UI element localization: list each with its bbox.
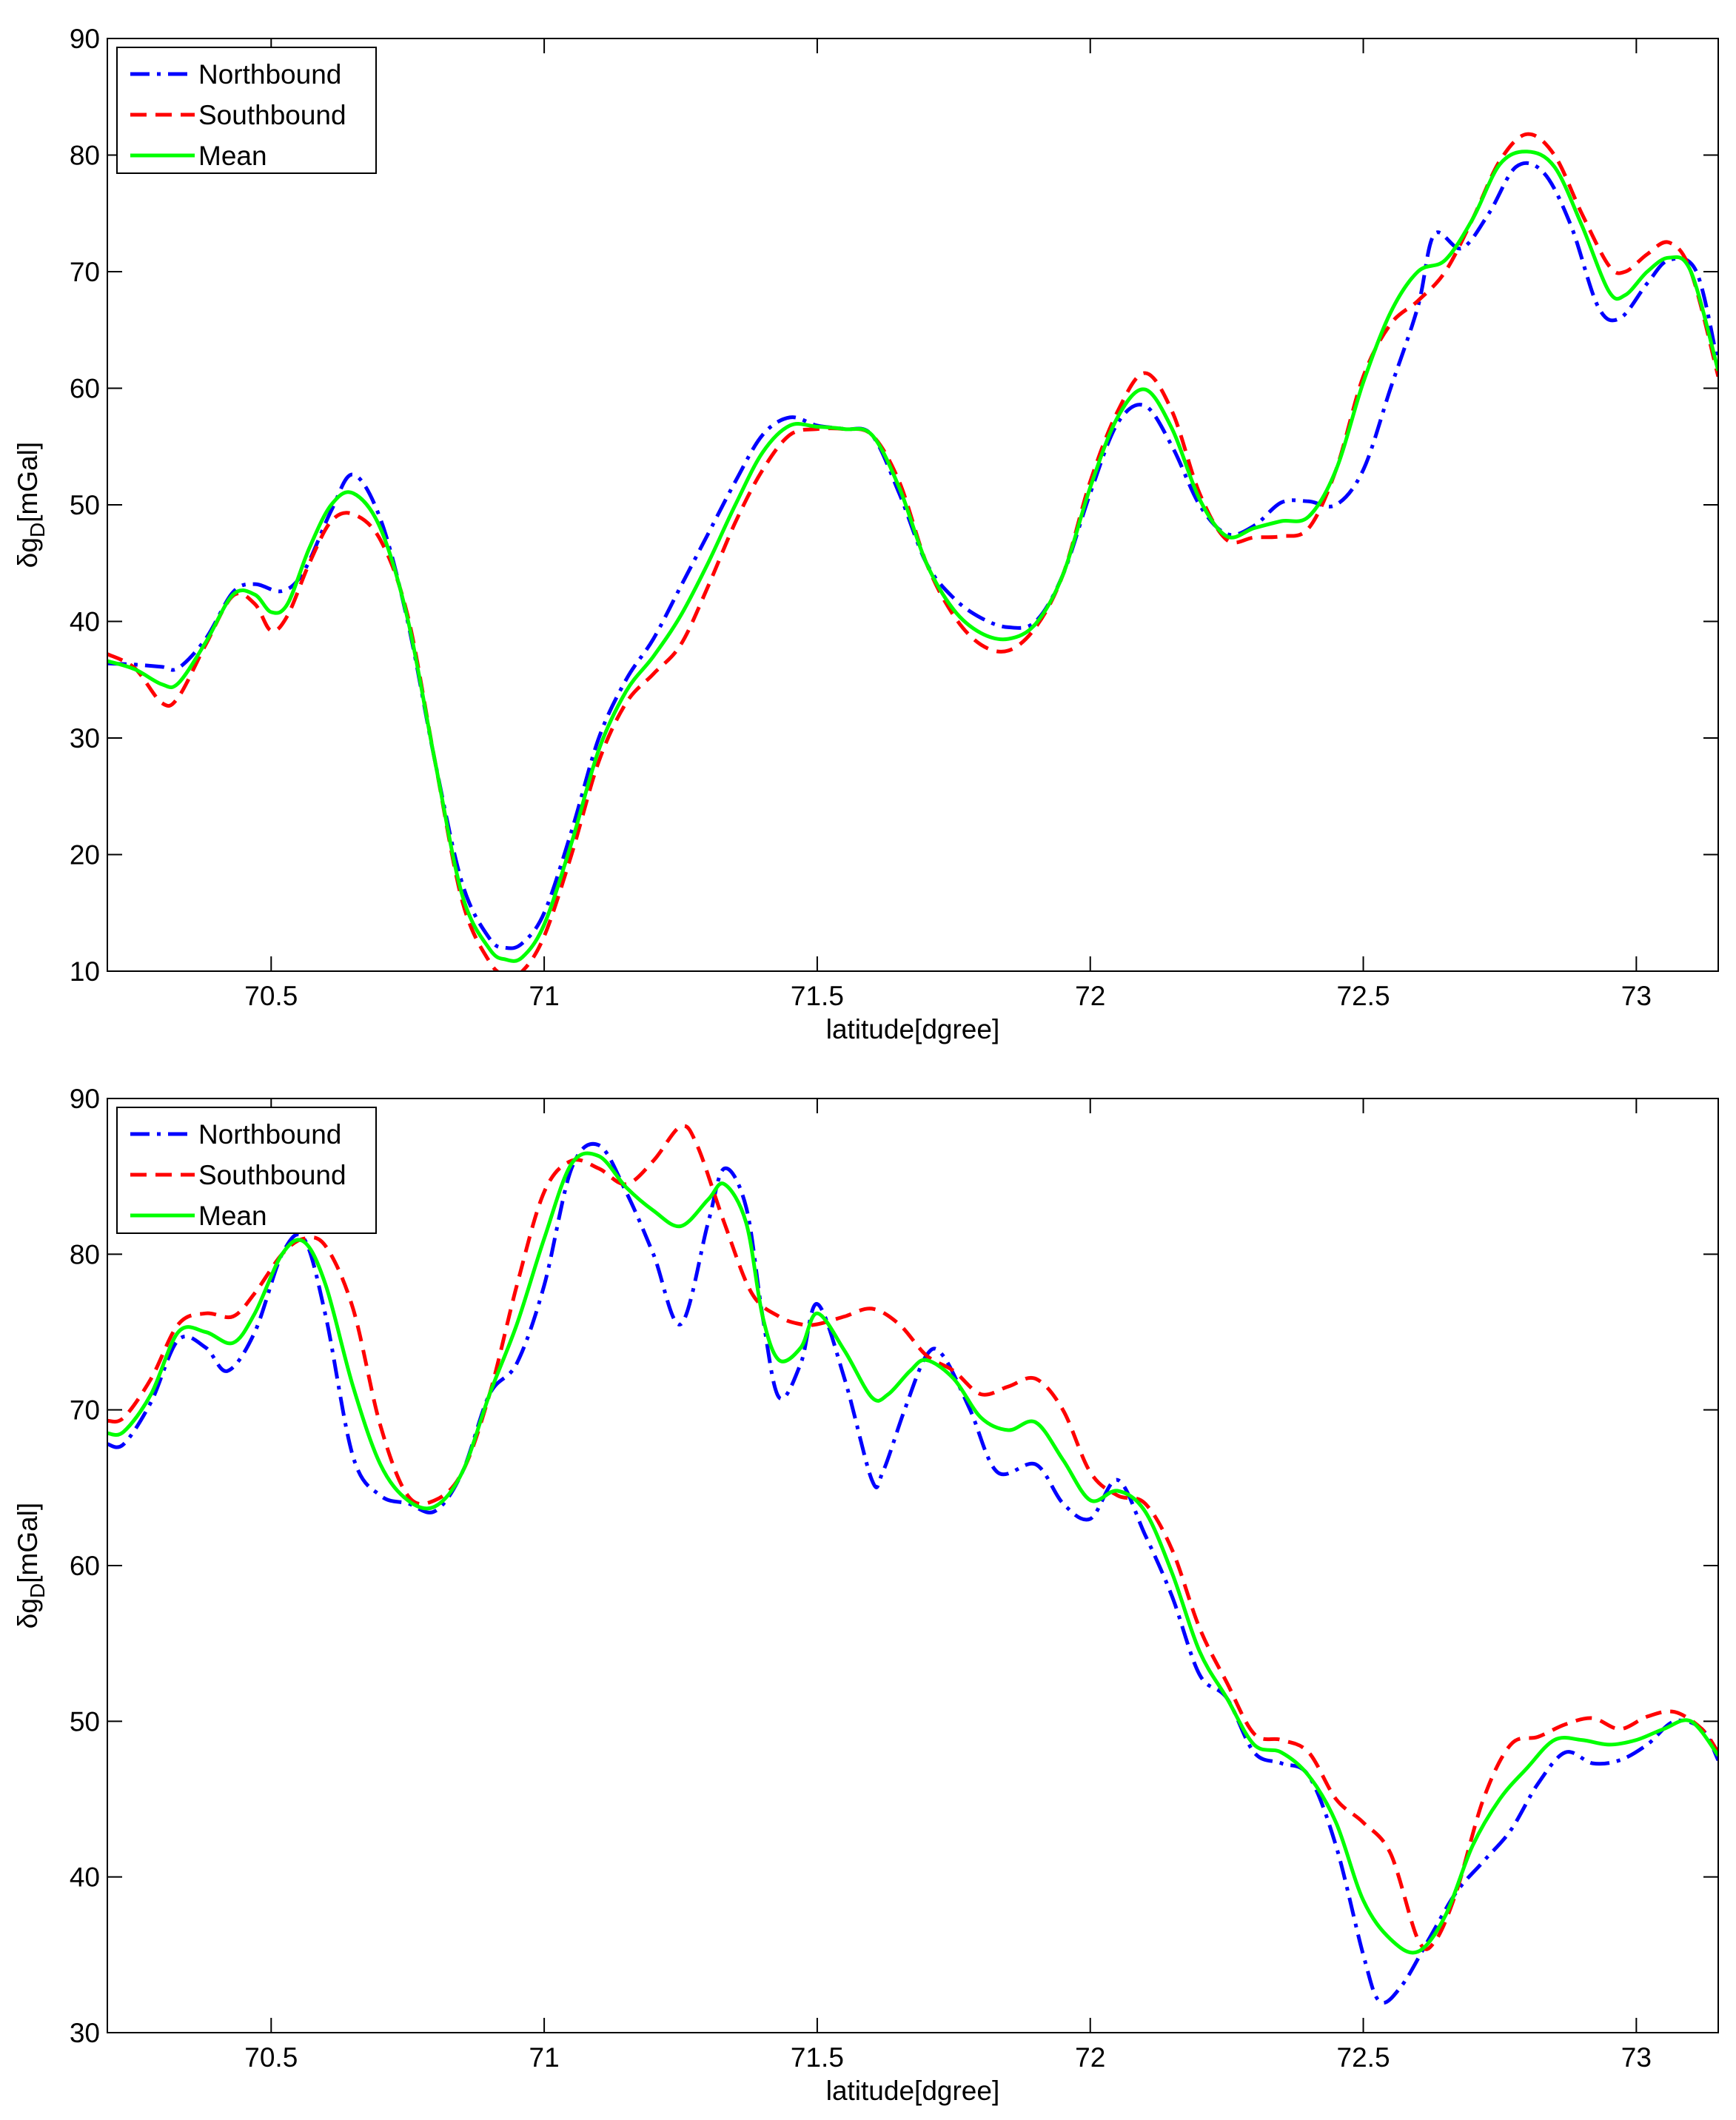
plot-area bbox=[107, 1098, 1718, 2033]
x-axis-label: latitude[dgree] bbox=[826, 1014, 1000, 1044]
y-tick-label: 10 bbox=[70, 956, 100, 987]
y-tick-label: 90 bbox=[70, 24, 100, 54]
y-tick-label: 40 bbox=[70, 607, 100, 637]
legend-label-northbound: Northbound bbox=[198, 1119, 341, 1150]
y-tick-label: 60 bbox=[70, 1551, 100, 1581]
legend-label-southbound: Southbound bbox=[198, 100, 346, 130]
x-axis-label: latitude[dgree] bbox=[826, 2076, 1000, 2106]
y-tick-label: 50 bbox=[70, 1706, 100, 1737]
x-tick-label: 72.5 bbox=[1337, 2042, 1390, 2073]
x-tick-label: 71 bbox=[529, 2042, 560, 2073]
series-line-southbound bbox=[107, 132, 1718, 971]
x-tick-label: 73 bbox=[1621, 981, 1652, 1011]
x-tick-label: 73 bbox=[1621, 2042, 1652, 2073]
y-tick-label: 30 bbox=[70, 2018, 100, 2048]
y-tick-label: 30 bbox=[70, 723, 100, 754]
y-axis-label: δgD[mGal] bbox=[13, 442, 49, 568]
chart-bottom: 30 40 50 60 70 80 90 70.5 71 71.5 72 72.5 73 latitude… bbox=[13, 1084, 1719, 2106]
legend-label-northbound: Northbound bbox=[198, 59, 341, 90]
legend-label-mean: Mean bbox=[198, 1201, 267, 1231]
y-tick-label: 90 bbox=[70, 1084, 100, 1114]
y-tick-label: 60 bbox=[70, 374, 100, 404]
y-tick-label: 80 bbox=[70, 141, 100, 171]
chart-top: 10 20 30 40 50 60 70 80 90 70.5 71 71.5 72 72.5 73 lati… bbox=[13, 24, 1719, 1044]
y-tick-label: 20 bbox=[70, 840, 100, 871]
y-axis-label: δgD[mGal] bbox=[13, 1503, 49, 1628]
x-tick-label: 70.5 bbox=[244, 2042, 298, 2073]
plot-area bbox=[107, 38, 1718, 971]
x-tick-label: 72.5 bbox=[1337, 981, 1390, 1011]
x-tick-label: 72 bbox=[1075, 2042, 1105, 2073]
y-tick-label: 50 bbox=[70, 490, 100, 520]
x-tick-label: 71.5 bbox=[791, 2042, 844, 2073]
y-tick-label: 80 bbox=[70, 1239, 100, 1269]
series-line-mean bbox=[107, 1151, 1718, 1955]
legend-label-southbound: Southbound bbox=[198, 1160, 346, 1190]
legend-label-mean: Mean bbox=[198, 141, 267, 171]
x-tick-label: 72 bbox=[1075, 981, 1105, 1011]
series-line-northbound bbox=[107, 1141, 1718, 2005]
series-line-southbound bbox=[107, 1124, 1718, 1951]
series-line-mean bbox=[107, 150, 1718, 963]
y-tick-label: 70 bbox=[70, 1395, 100, 1426]
legend-box bbox=[116, 47, 377, 174]
y-tick-label: 70 bbox=[70, 257, 100, 287]
legend-box bbox=[116, 1107, 377, 1234]
y-tick-label: 40 bbox=[70, 1862, 100, 1893]
x-tick-label: 71 bbox=[529, 981, 560, 1011]
x-tick-label: 70.5 bbox=[244, 981, 298, 1011]
x-tick-label: 71.5 bbox=[791, 981, 844, 1011]
